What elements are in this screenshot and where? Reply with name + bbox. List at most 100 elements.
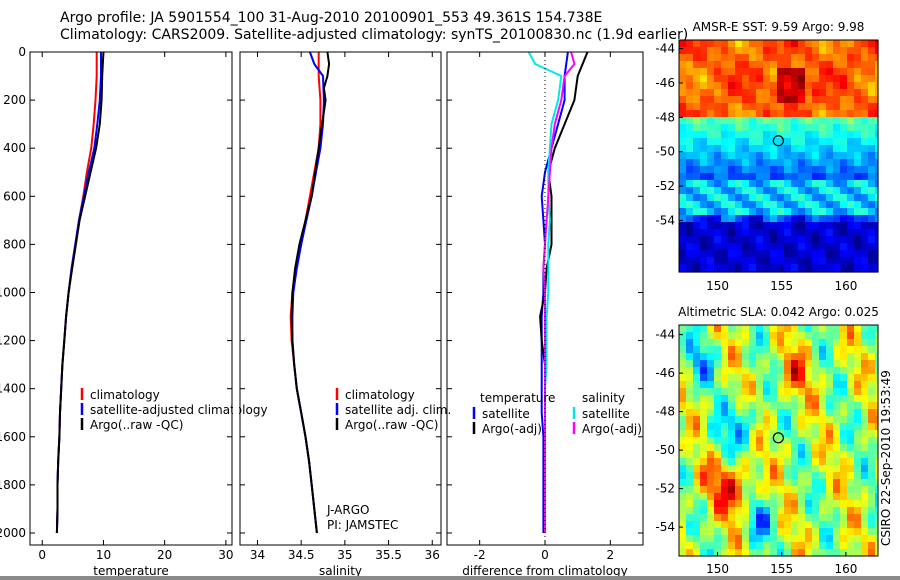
- heatmap-cell: [826, 451, 834, 459]
- heatmap-cell: [791, 451, 799, 459]
- heatmap-cell: [714, 437, 722, 445]
- heatmap-cell: [742, 402, 750, 410]
- heatmap-cell: [742, 117, 750, 125]
- heatmap-cell: [868, 236, 876, 244]
- heatmap-cell: [686, 479, 694, 487]
- heatmap-cell: [707, 264, 715, 272]
- x-tick-label: 160: [834, 279, 857, 293]
- heatmap-cell: [728, 187, 736, 195]
- heatmap-cell: [679, 493, 687, 501]
- heatmap-cell: [749, 215, 757, 223]
- heatmap-cell: [686, 430, 694, 438]
- heatmap-cell: [763, 353, 771, 361]
- heatmap-cell: [847, 423, 855, 431]
- heatmap-cell: [770, 514, 778, 522]
- heatmap-cell: [819, 187, 827, 195]
- heatmap-cell: [728, 194, 736, 202]
- y-tick-label: -48: [655, 110, 675, 124]
- heatmap-cell: [721, 409, 729, 417]
- heatmap-cell: [833, 229, 841, 237]
- heatmap-cell: [707, 402, 715, 410]
- heatmap-cell: [742, 500, 750, 508]
- heatmap-cell: [770, 542, 778, 550]
- heatmap-cell: [728, 465, 736, 473]
- heatmap-cell: [819, 423, 827, 431]
- heatmap-cell: [756, 229, 764, 237]
- heatmap-cell: [826, 493, 834, 501]
- heatmap-cell: [819, 514, 827, 522]
- x-tick-label: 0: [38, 548, 46, 562]
- heatmap-cell: [861, 229, 869, 237]
- heatmap-cell: [721, 402, 729, 410]
- heatmap-cell: [686, 500, 694, 508]
- heatmap-cell: [791, 208, 799, 216]
- heatmap-cell: [735, 236, 743, 244]
- heatmap-cell: [742, 451, 750, 459]
- heatmap-cell: [721, 430, 729, 438]
- heatmap-cell: [833, 257, 841, 265]
- heatmap-cell: [679, 243, 687, 251]
- heatmap-cell: [784, 75, 792, 83]
- heatmap-cell: [791, 145, 799, 153]
- heatmap-cell: [798, 465, 806, 473]
- heatmap-cell: [686, 257, 694, 265]
- heatmap-cell: [756, 82, 764, 90]
- heatmap-cell: [721, 222, 729, 230]
- heatmap-cell: [770, 215, 778, 223]
- heatmap-cell: [721, 374, 729, 382]
- heatmap-cell: [763, 124, 771, 132]
- map-frame: [678, 39, 879, 273]
- heatmap-cell: [707, 444, 715, 452]
- heatmap-cell: [833, 138, 841, 146]
- heatmap-cell: [749, 166, 757, 174]
- heatmap-cell: [742, 47, 750, 55]
- heatmap-cell: [812, 75, 820, 83]
- heatmap-cell: [686, 264, 694, 272]
- heatmap-cell: [700, 395, 708, 403]
- heatmap-cell: [721, 486, 729, 494]
- heatmap-cell: [700, 152, 708, 160]
- heatmap-cell: [868, 332, 876, 340]
- heatmap-cell: [854, 402, 862, 410]
- heatmap-cell: [735, 61, 743, 69]
- heatmap-cell: [847, 500, 855, 508]
- heatmap-cell: [784, 388, 792, 396]
- heatmap-cell: [707, 395, 715, 403]
- heatmap-cell: [784, 444, 792, 452]
- heatmap-cell: [693, 89, 701, 97]
- heatmap-cell: [833, 110, 841, 118]
- heatmap-cell: [861, 264, 869, 272]
- heatmap-cell: [749, 402, 757, 410]
- heatmap-cell: [868, 528, 876, 536]
- heatmap-cell: [819, 416, 827, 424]
- heatmap-cell: [707, 145, 715, 153]
- heatmap-cell: [770, 521, 778, 529]
- heatmap-cell: [840, 367, 848, 375]
- heatmap-cell: [749, 374, 757, 382]
- heatmap-cell: [742, 236, 750, 244]
- heatmap-cell: [707, 521, 715, 529]
- heatmap-cell: [700, 367, 708, 375]
- heatmap-cell: [742, 514, 750, 522]
- heatmap-cell: [742, 332, 750, 340]
- heatmap-cell: [798, 208, 806, 216]
- heatmap-cell: [812, 229, 820, 237]
- heatmap-cell: [728, 89, 736, 97]
- heatmap-cell: [777, 173, 785, 181]
- heatmap-cell: [784, 360, 792, 368]
- heatmap-cell: [728, 236, 736, 244]
- heatmap-cell: [742, 472, 750, 480]
- heatmap-cell: [728, 416, 736, 424]
- heatmap-cell: [826, 110, 834, 118]
- heatmap-cell: [861, 402, 869, 410]
- heatmap-cell: [742, 507, 750, 515]
- heatmap-cell: [693, 96, 701, 104]
- climatology-subtitle: Climatology: CARS2009. Satellite-adjuste…: [60, 27, 689, 43]
- heatmap-cell: [819, 472, 827, 480]
- heatmap-cell: [798, 215, 806, 223]
- heatmap-cell: [784, 110, 792, 118]
- heatmap-cell: [791, 514, 799, 522]
- heatmap-cell: [728, 367, 736, 375]
- heatmap-cell: [700, 159, 708, 167]
- heatmap-cell: [833, 346, 841, 354]
